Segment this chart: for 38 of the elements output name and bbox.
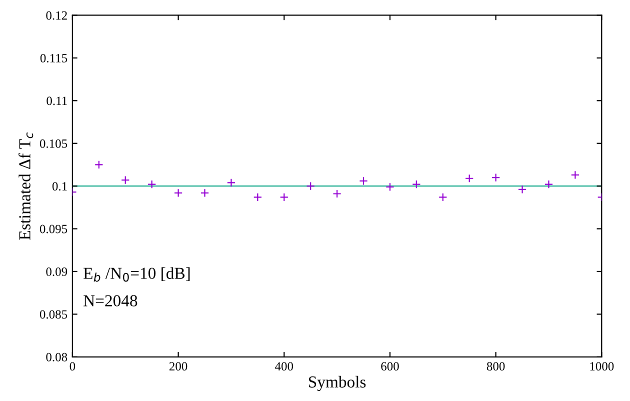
point — [280, 192, 288, 202]
annotation: N=2048 — [84, 295, 138, 306]
x-tick-label: 1000 — [590, 362, 614, 371]
point — [438, 192, 448, 202]
y-tick-label: 0.1 — [52, 182, 67, 191]
point — [94, 160, 104, 170]
y-tick-label: 0.12 — [46, 11, 67, 20]
y-tick-label: 0.105 — [40, 139, 68, 148]
point — [491, 173, 500, 182]
x-axis-title: Symbols — [308, 376, 366, 392]
point — [306, 182, 315, 190]
x-tick-label: 600 — [381, 362, 399, 371]
point — [544, 180, 554, 189]
y-tick-label: 0.085 — [40, 310, 68, 319]
point — [226, 178, 236, 188]
y-tick-label: 0.11 — [46, 96, 67, 106]
annotation: E$_{b}$ /N$_{0}$=10 [dB] — [84, 267, 190, 282]
y-tick-label: 0.08 — [46, 352, 68, 362]
y-tick-label: 0.115 — [40, 54, 68, 62]
point — [147, 180, 156, 189]
point — [121, 176, 130, 184]
x-tick-label: 800 — [486, 362, 505, 371]
point — [518, 185, 527, 194]
point — [359, 176, 368, 186]
x-tick-label: 200 — [169, 362, 188, 371]
y-axis-title: Estimated Δf T$_{c}$ — [18, 132, 34, 240]
point — [464, 174, 474, 183]
point — [412, 180, 421, 189]
x-tick-label: 400 — [275, 362, 294, 371]
point — [570, 170, 580, 180]
point — [332, 189, 342, 198]
point — [200, 188, 210, 198]
point — [174, 188, 183, 198]
point — [386, 182, 394, 192]
y-tick-label: 0.09 — [46, 268, 68, 276]
x-tick-label: 0 — [70, 362, 76, 371]
point — [253, 192, 262, 202]
y-tick-label: 0.095 — [40, 224, 68, 234]
